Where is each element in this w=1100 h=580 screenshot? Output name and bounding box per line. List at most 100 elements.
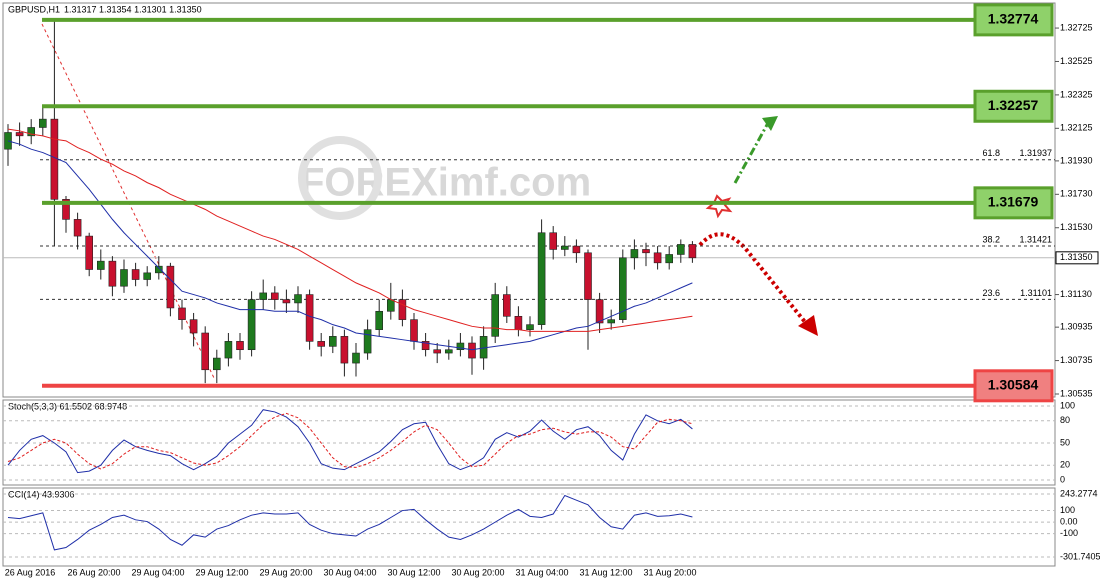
stoch-tick-label: 0 — [1060, 474, 1065, 484]
x-tick-label: 30 Aug 20:00 — [451, 567, 504, 577]
symbol: GBPUSD,H1 — [8, 4, 60, 14]
candle-body — [642, 249, 650, 254]
candle-body — [618, 257, 627, 320]
bull-arrow — [733, 122, 770, 184]
candle-body — [155, 265, 163, 274]
y-tick-label: 1.30535 — [1060, 388, 1093, 398]
cci-tick-label: 100 — [1060, 505, 1075, 515]
candle-body — [433, 349, 442, 354]
candle-body — [375, 310, 384, 330]
x-tick-label: 29 Aug 12:00 — [195, 567, 248, 577]
candle-body — [340, 336, 349, 364]
x-tick-label: 26 Aug 20:00 — [67, 567, 120, 577]
candle-body — [607, 319, 616, 324]
candle-body — [97, 260, 105, 270]
candle-body — [526, 324, 534, 330]
x-tick-label: 26 Aug 2016 — [5, 567, 56, 577]
candle-body — [398, 299, 407, 320]
x-tick-label: 31 Aug 20:00 — [643, 567, 696, 577]
candle-body — [120, 269, 128, 287]
y-tick-label: 1.31530 — [1060, 222, 1093, 232]
fib-level: 38.2 — [982, 234, 1000, 244]
candle-body — [27, 127, 36, 137]
fib-price: 1.31421 — [1019, 234, 1052, 244]
stoch-tick-label: 80 — [1060, 415, 1070, 425]
level-label: 1.32774 — [988, 11, 1039, 27]
candle-body — [421, 341, 430, 351]
y-tick-label: 1.31730 — [1060, 189, 1093, 199]
x-tick-label: 30 Aug 04:00 — [323, 567, 376, 577]
cci-tick-label: 0.00 — [1060, 516, 1078, 526]
level-box — [973, 369, 1054, 403]
level-box — [973, 89, 1054, 123]
candle-body — [236, 341, 244, 351]
x-tick-label: 31 Aug 04:00 — [515, 567, 568, 577]
level-label: 1.31679 — [988, 194, 1039, 210]
candle-body — [630, 249, 639, 259]
candle-body — [502, 294, 511, 317]
candle-body — [270, 292, 279, 300]
candle-body — [688, 244, 697, 259]
candle-body — [363, 329, 372, 354]
candle-body — [537, 232, 546, 325]
candle-body — [85, 235, 93, 270]
candle-body — [676, 244, 685, 255]
x-tick-label: 31 Aug 12:00 — [579, 567, 632, 577]
candle-body — [38, 118, 47, 128]
y-tick-label: 1.32525 — [1060, 56, 1093, 66]
candle-body — [282, 299, 291, 304]
candle-body — [213, 357, 221, 371]
ma-fast — [7, 140, 693, 351]
fib-price: 1.31101 — [1020, 288, 1052, 298]
y-tick-label: 1.30935 — [1060, 322, 1093, 332]
candle-body — [166, 265, 175, 309]
candle-body — [201, 332, 209, 371]
stoch-d — [7, 412, 693, 470]
candle-body — [584, 252, 592, 300]
stoch-tick-label: 50 — [1060, 437, 1070, 447]
bear-arrowhead — [798, 315, 818, 336]
level-box — [973, 3, 1054, 37]
candle-body — [410, 319, 418, 342]
fib-price: 1.31937 — [1019, 148, 1052, 158]
candle-body — [328, 336, 337, 347]
candle-body — [15, 132, 24, 137]
level-label: 1.32257 — [988, 97, 1039, 113]
candle-body — [62, 199, 70, 220]
candle-body — [108, 260, 117, 287]
y-tick-label: 1.32125 — [1060, 123, 1093, 133]
quote: 1.31317 1.31354 1.31301 1.31350 — [64, 4, 202, 14]
candle-body — [317, 341, 326, 347]
x-tick-label: 29 Aug 04:00 — [131, 567, 184, 577]
candle-body — [665, 254, 674, 264]
level-label: 1.30584 — [988, 377, 1039, 393]
cci-tick-label: -100 — [1060, 528, 1078, 538]
candle-body — [247, 299, 256, 351]
candle-body — [653, 252, 662, 264]
candle-body — [595, 299, 604, 324]
candle-body — [456, 342, 465, 351]
candle-body — [444, 349, 453, 354]
candle-body — [560, 245, 569, 250]
watermark-logo — [298, 136, 382, 220]
ma-slow — [7, 128, 693, 332]
candle-body — [294, 294, 302, 304]
y-tick-label: 1.32325 — [1060, 89, 1093, 99]
stoch-tick-label: 20 — [1060, 460, 1070, 470]
candle-body — [189, 319, 198, 334]
candle-body — [305, 294, 314, 342]
cci-line — [7, 494, 693, 551]
candle-body — [178, 307, 186, 320]
x-tick-label: 29 Aug 20:00 — [259, 567, 312, 577]
candle-body — [224, 341, 233, 359]
y-tick-label: 1.31930 — [1060, 155, 1093, 165]
stoch-title: Stoch(5,3,3) 61.5502 68.9748 — [8, 401, 127, 411]
candle-body — [50, 118, 59, 200]
bull-arrowhead — [762, 116, 778, 131]
cci-tick-label: 243.2774 — [1060, 488, 1098, 498]
current-price-label: 1.31350 — [1060, 252, 1093, 262]
cci-tick-label: -301.7405 — [1060, 551, 1100, 561]
candle-body — [143, 272, 151, 280]
y-tick-label: 1.32725 — [1060, 22, 1093, 32]
